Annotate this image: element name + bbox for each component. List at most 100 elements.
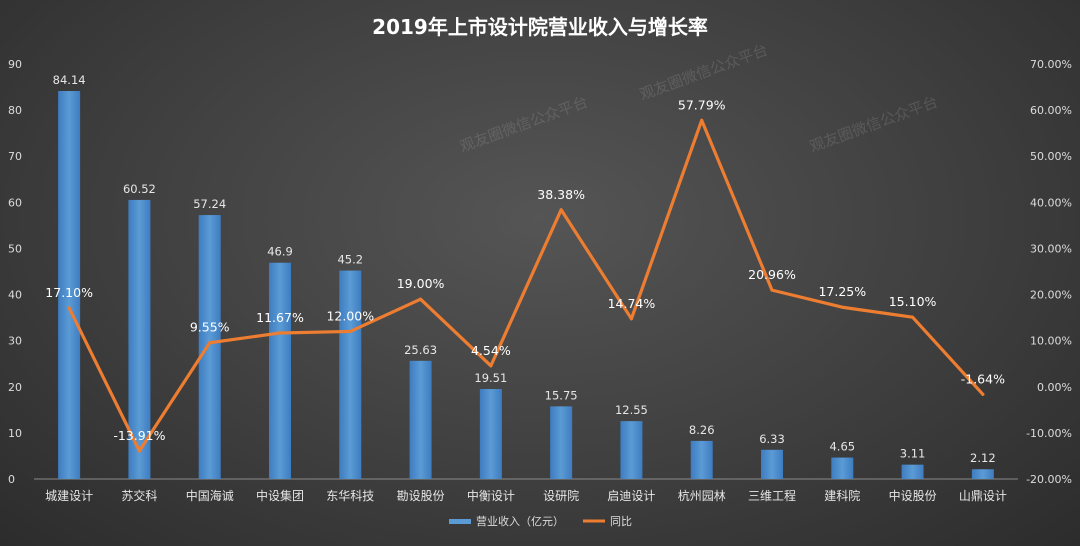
x-category-label: 中设集团 xyxy=(256,488,304,503)
bar xyxy=(479,389,502,479)
line-value-label: 17.25% xyxy=(818,284,866,299)
bar xyxy=(58,91,81,479)
y-left-tick-label: 60 xyxy=(8,196,22,209)
bar-value-label: 60.52 xyxy=(123,182,156,196)
y-left-tick-label: 80 xyxy=(8,104,22,117)
y-left-tick-label: 50 xyxy=(8,242,22,255)
y-right-tick-label: 70.00% xyxy=(1030,58,1072,71)
x-category-label: 山鼎设计 xyxy=(959,489,1007,503)
bar xyxy=(269,262,291,479)
line-point xyxy=(348,329,352,333)
y-right-tick-label: 40.00% xyxy=(1030,196,1072,209)
bar-value-label: 46.9 xyxy=(267,245,293,259)
line-point xyxy=(770,288,774,292)
line-point xyxy=(208,341,212,345)
bar-value-label: 6.33 xyxy=(759,432,785,446)
line-point xyxy=(700,118,704,122)
line-point xyxy=(489,364,493,368)
bar xyxy=(901,464,924,479)
y-right-tick-label: 0.00% xyxy=(1037,381,1072,394)
chart-title: 2019年上市设计院营业收入与增长率 xyxy=(372,15,708,39)
y-left-tick-label: 10 xyxy=(8,427,22,440)
bar-value-label: 19.51 xyxy=(474,371,507,385)
x-category-label: 三维工程 xyxy=(748,488,796,503)
line-point xyxy=(911,315,915,319)
bar xyxy=(831,457,854,479)
x-category-label: 东华科技 xyxy=(326,489,374,503)
bar-value-label: 3.11 xyxy=(900,447,926,461)
line-point xyxy=(559,208,563,212)
y-right-tick-label: -20.00% xyxy=(1026,473,1072,486)
bar-value-label: 15.75 xyxy=(545,388,578,402)
watermark-text: 观友圈微信公众平台 xyxy=(637,41,770,104)
y-left-tick-label: 90 xyxy=(8,58,22,71)
x-category-label: 城建设计 xyxy=(45,489,93,503)
bar-value-label: 2.12 xyxy=(970,451,996,465)
bar xyxy=(690,440,713,479)
line-value-label: 17.10% xyxy=(45,285,93,300)
line-point xyxy=(981,392,985,396)
line-point xyxy=(840,305,844,309)
y-left-tick-label: 40 xyxy=(8,289,22,302)
line-value-label: 14.74% xyxy=(608,296,656,311)
line-value-label: 57.79% xyxy=(678,97,726,112)
line-point xyxy=(67,306,71,310)
line-value-label: 20.96% xyxy=(748,267,796,282)
y-left-tick-label: 70 xyxy=(8,150,22,163)
bar-value-label: 45.2 xyxy=(337,253,363,267)
line-value-label: 15.10% xyxy=(889,294,937,309)
bar-value-label: 12.55 xyxy=(615,403,648,417)
bar xyxy=(761,449,783,479)
y-right-tick-label: 10.00% xyxy=(1030,335,1072,348)
line-value-label: -13.91% xyxy=(113,428,165,443)
x-category-label: 勘设股份 xyxy=(397,489,445,503)
line-point xyxy=(629,317,633,321)
bar-value-label: 25.63 xyxy=(404,343,437,357)
line-point xyxy=(278,331,282,335)
bar xyxy=(198,215,221,479)
series-line-yoy xyxy=(67,118,985,453)
y-right-tick-label: 30.00% xyxy=(1030,242,1072,255)
line-value-label: 9.55% xyxy=(190,320,230,335)
y-right-tick-label: 60.00% xyxy=(1030,104,1072,117)
y-left-tick-label: 0 xyxy=(8,473,15,486)
y-left-tick-label: 20 xyxy=(8,381,22,394)
line-point xyxy=(419,297,423,301)
x-category-label: 建科院 xyxy=(824,489,860,503)
bar xyxy=(971,469,994,479)
y-right-tick-label: 50.00% xyxy=(1030,150,1072,163)
line-value-label: -1.64% xyxy=(961,371,1005,386)
line-value-label: 19.00% xyxy=(397,276,445,291)
x-category-label: 苏交科 xyxy=(121,488,157,503)
line-value-label: 11.67% xyxy=(256,310,304,325)
y-right-tick-label: -10.00% xyxy=(1026,427,1072,440)
legend-label-line: 同比 xyxy=(610,515,632,528)
bar xyxy=(339,270,362,479)
x-category-label: 中国海诚 xyxy=(186,488,234,503)
legend-label-bar: 营业收入（亿元） xyxy=(476,514,564,528)
line-value-label: 12.00% xyxy=(326,308,374,323)
x-category-label: 启迪设计 xyxy=(607,489,655,503)
x-category-label: 杭州园林 xyxy=(678,488,726,503)
y-left-tick-label: 30 xyxy=(8,335,22,348)
x-category-label: 中设股份 xyxy=(889,488,937,503)
y-right-tick-label: 20.00% xyxy=(1030,289,1072,302)
bar xyxy=(620,421,643,479)
bar-value-label: 4.65 xyxy=(829,440,855,454)
bar xyxy=(128,199,151,480)
bar xyxy=(550,406,573,479)
watermark-text: 观友圈微信公众平台 xyxy=(807,93,940,156)
bar-value-label: 8.26 xyxy=(689,423,715,437)
x-category-label: 设研院 xyxy=(543,489,579,503)
watermark-text: 观友圈微信公众平台 xyxy=(457,93,590,156)
line-point xyxy=(137,449,141,453)
legend-swatch-bar xyxy=(449,519,471,524)
line-value-label: 4.54% xyxy=(471,343,511,358)
x-category-label: 中衡设计 xyxy=(467,488,515,503)
line-value-label: 38.38% xyxy=(537,187,585,202)
bar-value-label: 84.14 xyxy=(53,73,86,87)
bar xyxy=(409,360,432,479)
bar-value-label: 57.24 xyxy=(193,197,226,211)
